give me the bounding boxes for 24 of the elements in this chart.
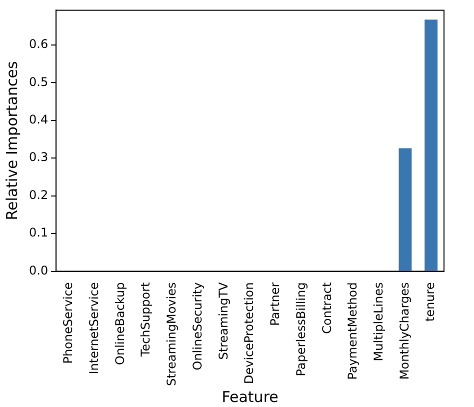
x-axis-title: Feature bbox=[222, 388, 278, 406]
x-tick-label: PaperlessBilling bbox=[294, 282, 308, 376]
y-tick-label: 0.4 bbox=[28, 112, 48, 126]
y-tick-label: 0.5 bbox=[28, 74, 48, 89]
x-tick-label: MonthlyCharges bbox=[397, 282, 412, 380]
y-tick-label: 0.1 bbox=[28, 226, 48, 240]
x-tick-label: PhoneService bbox=[61, 282, 76, 364]
x-tick-label: TechSupport bbox=[138, 282, 153, 358]
x-tick-label: StreamingMovies bbox=[164, 282, 179, 386]
x-tick-label: Contract bbox=[320, 282, 334, 334]
x-tick-label: PaymentMethod bbox=[346, 282, 360, 380]
x-tick-label: DeviceProtection bbox=[242, 282, 256, 384]
y-tick-label: 0.3 bbox=[28, 150, 48, 164]
x-tick-label: MultipleLines bbox=[371, 282, 386, 362]
x-tick-label: OnlineSecurity bbox=[190, 282, 204, 370]
x-tick-label: InternetService bbox=[87, 282, 101, 374]
y-tick-label: 0.0 bbox=[28, 263, 48, 278]
x-tick-label: Partner bbox=[268, 282, 282, 326]
x-tick-label: tenure bbox=[423, 282, 438, 322]
x-tick-label: OnlineBackup bbox=[112, 282, 127, 365]
y-tick-label: 0.2 bbox=[28, 188, 48, 202]
x-tick-label: StreamingTV bbox=[216, 281, 230, 360]
y-axis-title: Relative Importances bbox=[2, 61, 21, 220]
y-tick-label: 0.6 bbox=[28, 37, 48, 52]
